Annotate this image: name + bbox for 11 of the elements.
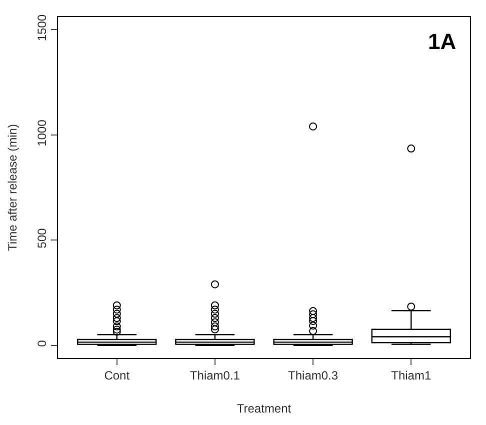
x-axis-title: Treatment: [236, 401, 292, 416]
y-axis-title: Time after release (min): [6, 124, 20, 251]
x-tick-label: Thiam1: [391, 368, 432, 382]
y-tick-label: 1000: [35, 119, 50, 146]
x-tick-label: Cont: [104, 368, 130, 382]
x-tick-label: Thiam0.3: [288, 368, 338, 382]
y-tick-label: 500: [35, 228, 50, 248]
y-tick-label: 0: [35, 340, 50, 347]
y-tick-label: 1500: [35, 14, 50, 42]
x-tick-label: Thiam0.1: [190, 368, 240, 382]
annotation: 1A: [428, 29, 456, 54]
